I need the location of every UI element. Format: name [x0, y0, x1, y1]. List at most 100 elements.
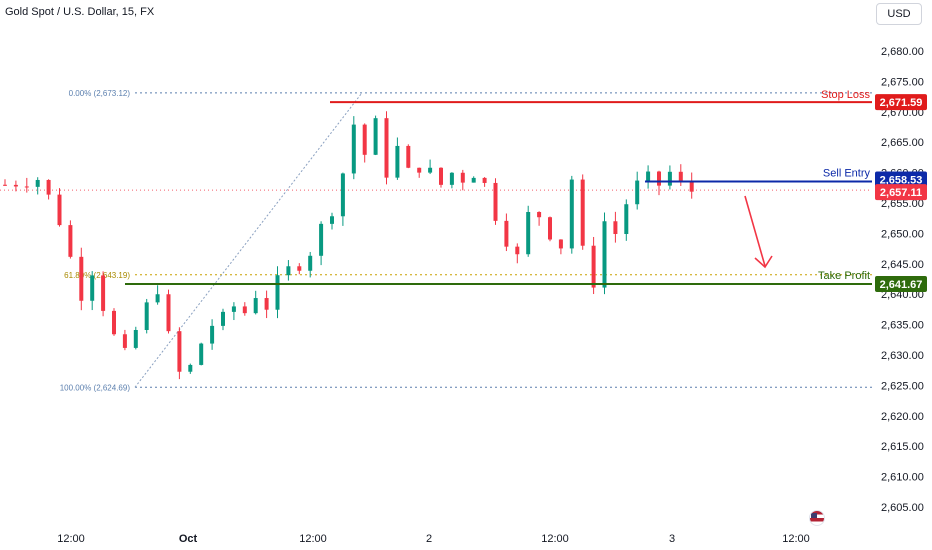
price-tick-label: 2,680.00: [881, 46, 924, 58]
candle-body: [558, 239, 563, 249]
candle-body: [667, 171, 672, 186]
time-tick-label: 12:00: [782, 533, 810, 545]
candle-body: [384, 118, 389, 178]
candle-body: [264, 298, 269, 310]
candle-body: [460, 172, 465, 183]
stop-loss-price-tag: [875, 94, 927, 111]
price-tick-label: 2,635.00: [881, 320, 924, 332]
candle-body: [188, 364, 193, 372]
current-price: 2,657.11: [880, 187, 922, 199]
down-arrow-annotation: [744, 195, 773, 269]
currency-button[interactable]: USD: [876, 3, 922, 25]
candle-body: [613, 221, 618, 235]
candle-body: [493, 182, 498, 221]
fib-100-label: 100.00% (2,624.69): [60, 383, 131, 392]
take-profit-label: Take Profit: [818, 270, 870, 282]
time-tick-label: 3: [669, 533, 675, 545]
candle-body: [166, 294, 171, 332]
candles[interactable]: [3, 111, 694, 380]
price-tick-label: 2,615.00: [881, 441, 924, 453]
candle-body: [580, 179, 585, 246]
candle-body: [471, 177, 476, 183]
candle-body: [24, 186, 29, 188]
candle-body: [548, 217, 552, 240]
arrow-head: [754, 255, 773, 269]
candle-body: [242, 306, 247, 314]
candle-body: [210, 325, 215, 344]
time-tick-label: Oct: [179, 533, 198, 545]
arrow-shaft: [744, 195, 766, 267]
fibonacci-retracement[interactable]: 0.00% (2,673.12) 61.80% (2,643.19) 100.0…: [60, 89, 872, 392]
candle-body: [133, 329, 138, 348]
time-axis[interactable]: 12:00 Oct 12:00 2 12:00 3 12:00: [57, 533, 810, 545]
candle-body: [286, 266, 291, 276]
sell-entry-label: Sell Entry: [823, 168, 871, 180]
candle-body: [330, 216, 334, 224]
candle-body: [90, 275, 95, 301]
price-tick-label: 2,610.00: [881, 472, 924, 484]
chart-title: Gold Spot / U.S. Dollar, 15, FX: [5, 6, 155, 18]
candle-body: [504, 220, 509, 247]
candle-body: [351, 124, 356, 174]
candle-body: [46, 179, 51, 195]
candle-body: [395, 145, 400, 178]
price-tick-label: 2,620.00: [881, 411, 924, 423]
price-axis[interactable]: 2,605.00 2,610.00 2,615.00 2,620.00 2,625.00…: [881, 46, 924, 514]
candle-body: [657, 171, 661, 186]
candle-body: [199, 343, 204, 365]
take-profit-price-tag: [875, 276, 927, 293]
price-tick-label: 2,625.00: [881, 380, 924, 392]
candle-body: [112, 310, 116, 335]
price-tick-label: 2,605.00: [881, 502, 924, 514]
candle-body: [275, 275, 280, 310]
time-tick-label: 2: [426, 533, 432, 545]
us-flag-icon: [809, 510, 825, 526]
candle-body: [428, 167, 433, 173]
candle-body: [3, 184, 7, 186]
time-tick-label: 12:00: [541, 533, 569, 545]
candle-body: [591, 245, 596, 288]
candle-body: [449, 172, 454, 185]
candle-body: [526, 211, 531, 255]
candle-body: [340, 173, 345, 217]
candle-body: [482, 177, 487, 183]
candle-body: [68, 225, 73, 257]
candle-body: [144, 302, 149, 330]
candle-body: [439, 167, 443, 185]
candle-body: [221, 311, 225, 326]
candle-body: [122, 334, 127, 348]
candle-body: [406, 145, 411, 168]
candle-body: [678, 171, 683, 182]
trade-levels[interactable]: Stop Loss Sell Entry Take Profit: [125, 89, 872, 286]
sell-entry-price-tag: [875, 171, 927, 188]
candle-body: [155, 294, 160, 303]
stop-loss-label: Stop Loss: [821, 89, 870, 101]
candle-body: [57, 194, 62, 226]
candle-body: [646, 171, 651, 181]
fib-trend-line: [134, 92, 363, 388]
time-tick-label: 12:00: [299, 533, 327, 545]
candle-body: [362, 124, 367, 155]
candle-body: [231, 306, 236, 312]
price-tags: 2,671.59 2,658.53 2,657.11 2,641.67: [875, 94, 927, 293]
candle-body: [417, 167, 422, 173]
take-profit-price: 2,641.67: [880, 279, 923, 291]
candle-body: [515, 246, 520, 255]
candle-body: [635, 180, 640, 205]
price-tick-label: 2,665.00: [881, 137, 924, 149]
candle-body: [308, 255, 313, 271]
candle-body: [35, 179, 40, 187]
candle-body: [319, 223, 324, 256]
candle-body: [177, 331, 182, 372]
candle-body: [13, 184, 18, 187]
price-tick-label: 2,645.00: [881, 259, 924, 271]
candle-body: [569, 179, 574, 249]
sell-entry-price: 2,658.53: [880, 175, 923, 187]
current-price-tag: [875, 184, 927, 201]
fib-0-label: 0.00% (2,673.12): [69, 89, 131, 98]
price-tick-label: 2,650.00: [881, 228, 924, 240]
price-tick-label: 2,630.00: [881, 350, 924, 362]
candle-body: [101, 275, 106, 311]
candle-body: [373, 118, 378, 155]
